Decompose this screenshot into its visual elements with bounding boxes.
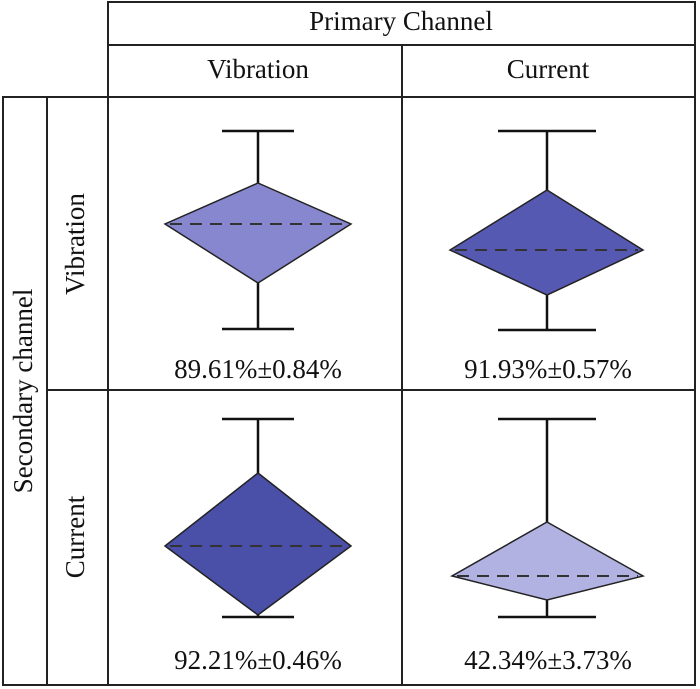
- column-label: Vibration: [207, 54, 309, 84]
- side-title: Secondary channel: [8, 289, 38, 494]
- row-label: Current: [60, 495, 90, 578]
- header-title: Primary Channel: [309, 6, 493, 36]
- cell-value: 89.61%±0.84%: [174, 354, 342, 384]
- row-label: Vibration: [60, 193, 90, 295]
- cell-value: 92.21%±0.46%: [174, 645, 342, 675]
- column-label: Current: [507, 54, 590, 84]
- glyph: [448, 129, 645, 332]
- cell-value: 91.93%±0.57%: [464, 354, 632, 384]
- cell-value: 42.34%±3.73%: [464, 645, 632, 675]
- glyph: [163, 129, 353, 331]
- glyph: [163, 417, 353, 619]
- glyph: [450, 417, 646, 619]
